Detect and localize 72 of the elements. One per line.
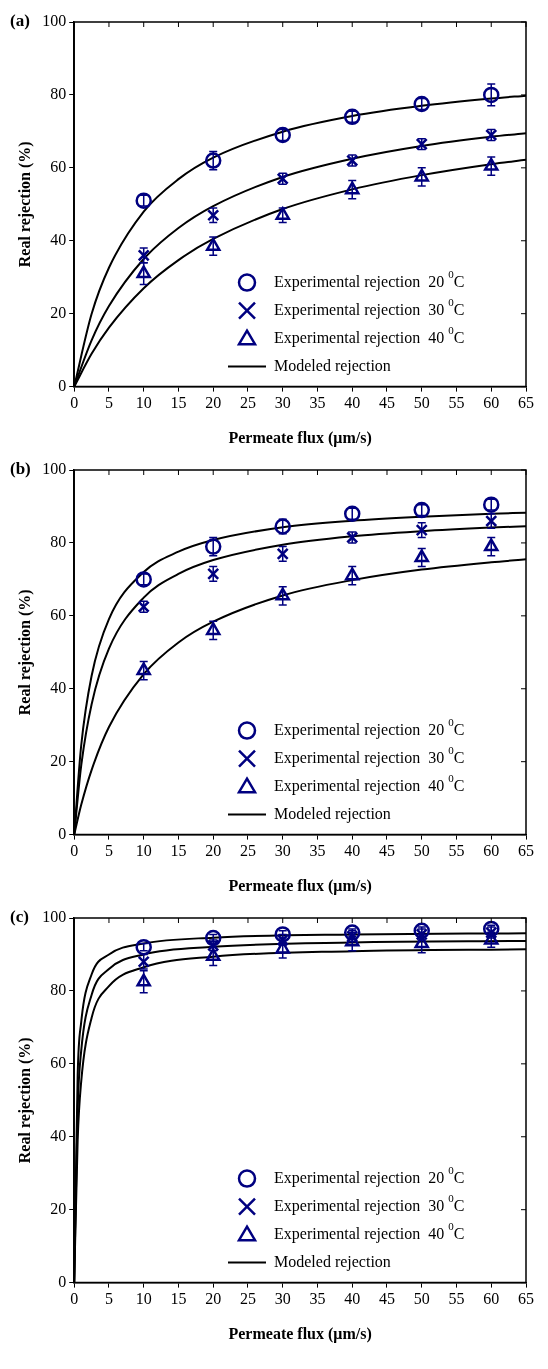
x-tick-label: 30 bbox=[274, 842, 291, 860]
x-tick-label: 0 bbox=[70, 842, 79, 860]
x-tick-label: 50 bbox=[413, 394, 430, 412]
x-tick-label: 20 bbox=[205, 1290, 222, 1308]
x-tick-label: 45 bbox=[378, 1290, 395, 1308]
y-tick-label: 60 bbox=[50, 1054, 67, 1072]
y-tick-label: 0 bbox=[58, 1272, 67, 1290]
x-tick-label: 60 bbox=[483, 394, 500, 412]
y-tick-label: 0 bbox=[58, 824, 67, 842]
y-tick-label: 0 bbox=[58, 376, 67, 394]
x-tick-label: 25 bbox=[239, 842, 256, 860]
x-tick-label: 65 bbox=[518, 1290, 534, 1308]
x-tick-label: 55 bbox=[448, 1290, 465, 1308]
x-tick-label: 20 bbox=[205, 394, 222, 412]
y-tick-label: 60 bbox=[50, 158, 67, 176]
x-tick-label: 45 bbox=[378, 394, 395, 412]
x-tick-label: 40 bbox=[344, 394, 361, 412]
x-tick-label: 30 bbox=[274, 394, 291, 412]
x-tick-label: 40 bbox=[344, 1290, 361, 1308]
y-tick-label: 60 bbox=[50, 606, 67, 624]
x-tick-label: 0 bbox=[70, 394, 79, 412]
x-tick-label: 60 bbox=[483, 842, 500, 860]
x-tick-label: 50 bbox=[413, 842, 430, 860]
x-tick-label: 65 bbox=[518, 394, 534, 412]
y-tick-label: 100 bbox=[42, 908, 67, 926]
y-tick-label: 80 bbox=[50, 533, 67, 551]
x-tick-label: 0 bbox=[70, 1290, 79, 1308]
x-tick-label: 40 bbox=[344, 842, 361, 860]
x-axis-title: Permeate flux (μm/s) bbox=[228, 1324, 372, 1343]
y-tick-label: 100 bbox=[42, 460, 67, 478]
chart-title: (b) bbox=[10, 459, 31, 479]
y-axis-title: Real rejection (%) bbox=[15, 1037, 34, 1164]
x-tick-label: 10 bbox=[135, 394, 152, 412]
y-tick-label: 40 bbox=[50, 678, 67, 696]
x-axis-title: Permeate flux (μm/s) bbox=[228, 428, 372, 447]
x-tick-label: 25 bbox=[239, 1290, 256, 1308]
x-tick-label: 35 bbox=[309, 394, 326, 412]
x-tick-label: 30 bbox=[274, 1290, 291, 1308]
x-tick-label: 50 bbox=[413, 1290, 430, 1308]
x-tick-label: 60 bbox=[483, 1290, 500, 1308]
y-tick-label: 100 bbox=[42, 12, 67, 30]
x-tick-label: 5 bbox=[104, 842, 113, 860]
x-tick-label: 15 bbox=[170, 394, 187, 412]
x-tick-label: 5 bbox=[104, 1290, 113, 1308]
y-tick-label: 80 bbox=[50, 85, 67, 103]
y-tick-label: 40 bbox=[50, 230, 67, 248]
chart-title: (a) bbox=[10, 11, 30, 31]
x-tick-label: 10 bbox=[135, 842, 152, 860]
y-tick-label: 40 bbox=[50, 1126, 67, 1144]
x-tick-label: 65 bbox=[518, 842, 534, 860]
x-tick-label: 15 bbox=[170, 1290, 187, 1308]
y-tick-label: 20 bbox=[50, 303, 67, 321]
y-axis-title: Real rejection (%) bbox=[15, 589, 34, 716]
x-tick-label: 15 bbox=[170, 842, 187, 860]
x-tick-label: 35 bbox=[309, 1290, 326, 1308]
x-tick-label: 5 bbox=[104, 394, 113, 412]
x-tick-label: 20 bbox=[205, 842, 222, 860]
x-tick-label: 45 bbox=[378, 842, 395, 860]
y-axis-title: Real rejection (%) bbox=[15, 141, 34, 268]
legend-label: Modeled rejection bbox=[274, 356, 391, 375]
x-tick-label: 35 bbox=[309, 842, 326, 860]
y-tick-label: 20 bbox=[50, 751, 67, 769]
legend-label: Modeled rejection bbox=[274, 804, 391, 823]
y-tick-label: 80 bbox=[50, 981, 67, 999]
x-tick-label: 55 bbox=[448, 842, 465, 860]
chart-title: (c) bbox=[10, 907, 29, 927]
x-tick-label: 10 bbox=[135, 1290, 152, 1308]
y-tick-label: 20 bbox=[50, 1199, 67, 1217]
legend-label: Modeled rejection bbox=[274, 1252, 391, 1271]
x-tick-label: 25 bbox=[239, 394, 256, 412]
x-axis-title: Permeate flux (μm/s) bbox=[228, 876, 372, 895]
x-tick-label: 55 bbox=[448, 394, 465, 412]
